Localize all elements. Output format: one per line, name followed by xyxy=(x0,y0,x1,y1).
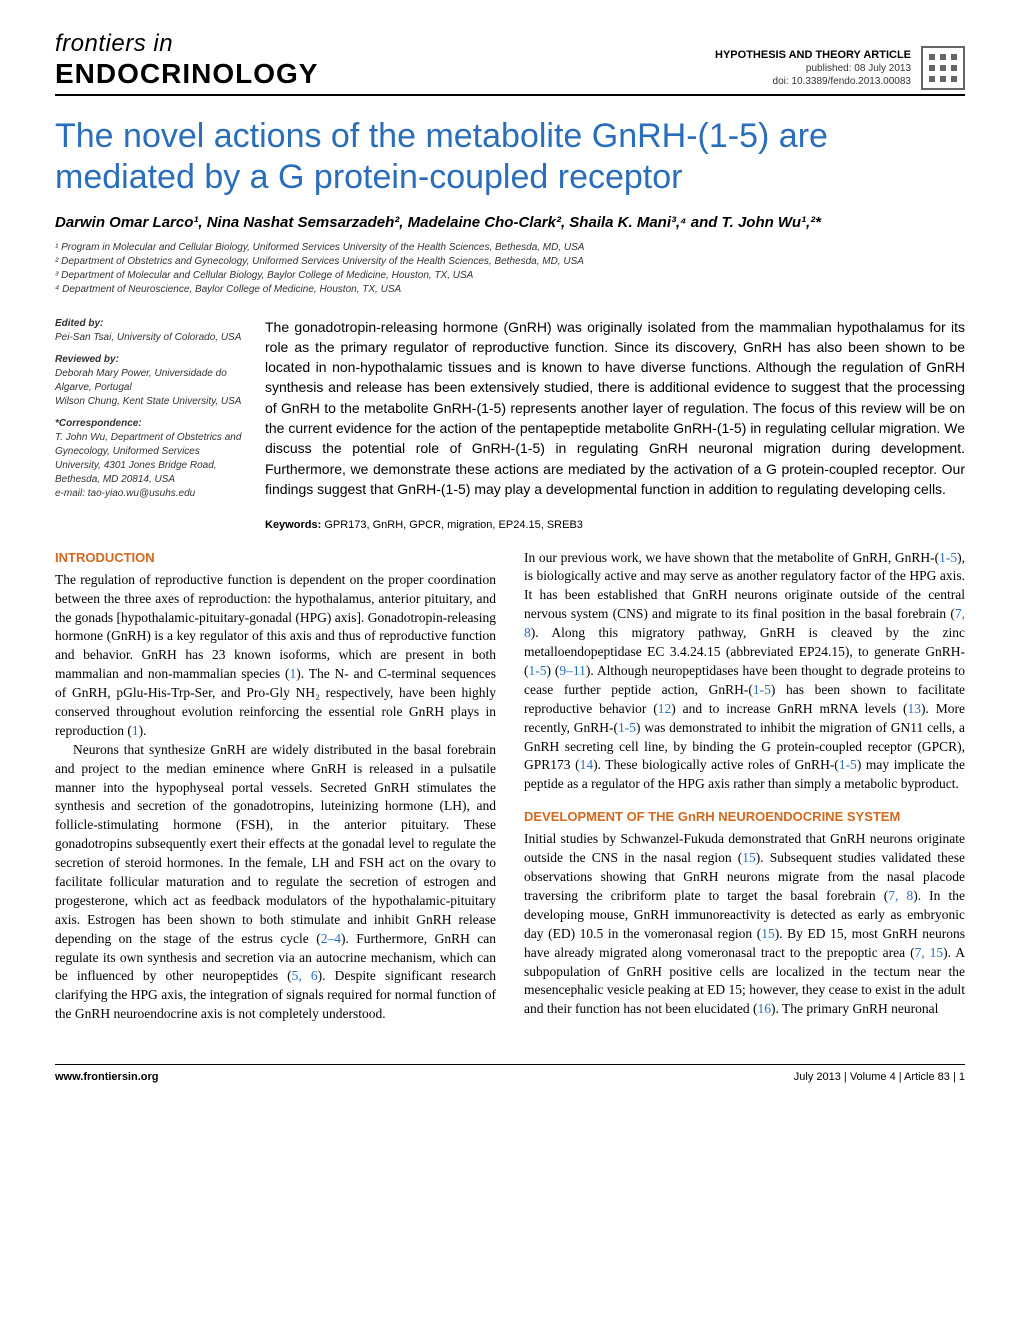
footer-citation: July 2013 | Volume 4 | Article 83 | 1 xyxy=(794,1071,965,1083)
column-right: In our previous work, we have shown that… xyxy=(524,549,965,1025)
paragraph: The regulation of reproductive function … xyxy=(55,571,496,741)
abstract-text: The gonadotropin-releasing hormone (GnRH… xyxy=(265,317,965,501)
body-columns: INTRODUCTION The regulation of reproduct… xyxy=(55,549,965,1025)
affiliation-2: ² Department of Obstetrics and Gynecolog… xyxy=(55,255,965,269)
published-date: published: 08 July 2013 xyxy=(715,62,911,75)
keywords-label: Keywords: xyxy=(265,519,321,531)
section-heading-development: DEVELOPMENT OF THE GnRH NEUROENDOCRINE S… xyxy=(524,808,965,826)
keywords-text: GPR173, GnRH, GPCR, migration, EP24.15, … xyxy=(324,519,583,531)
edited-by-label: Edited by: xyxy=(55,317,245,331)
section-heading-intro: INTRODUCTION xyxy=(55,549,496,567)
paragraph: Initial studies by Schwanzel-Fukuda demo… xyxy=(524,830,965,1019)
journal-brand: frontiers in ENDOCRINOLOGY xyxy=(55,30,318,90)
page-footer: www.frontiersin.org July 2013 | Volume 4… xyxy=(55,1064,965,1083)
reviewed-by-1: Deborah Mary Power, Universidade do Alga… xyxy=(55,367,245,395)
header-bar: frontiers in ENDOCRINOLOGY HYPOTHESIS AN… xyxy=(55,30,965,96)
paragraph: In our previous work, we have shown that… xyxy=(524,549,965,795)
abstract-section: Edited by: Pei-San Tsai, University of C… xyxy=(55,317,965,501)
reviewed-by-2: Wilson Chung, Kent State University, USA xyxy=(55,395,245,409)
paragraph: Neurons that synthesize GnRH are widely … xyxy=(55,741,496,1024)
journal-name-top: frontiers in xyxy=(55,30,318,58)
header-right: HYPOTHESIS AND THEORY ARTICLE published:… xyxy=(715,46,965,90)
correspondence-text: T. John Wu, Department of Obstetrics and… xyxy=(55,431,245,487)
authors: Darwin Omar Larco¹, Nina Nashat Semsarza… xyxy=(55,214,965,231)
correspondence-email: e-mail: tao-yiao.wu@usuhs.edu xyxy=(55,487,245,501)
affiliation-3: ³ Department of Molecular and Cellular B… xyxy=(55,269,965,283)
doi: doi: 10.3389/fendo.2013.00083 xyxy=(715,75,911,88)
footer-url: www.frontiersin.org xyxy=(55,1071,159,1083)
paper-page: frontiers in ENDOCRINOLOGY HYPOTHESIS AN… xyxy=(0,0,1020,1103)
affiliation-4: ⁴ Department of Neuroscience, Baylor Col… xyxy=(55,283,965,297)
affiliations: ¹ Program in Molecular and Cellular Biol… xyxy=(55,241,965,297)
column-left: INTRODUCTION The regulation of reproduct… xyxy=(55,549,496,1025)
reviewed-by-label: Reviewed by: xyxy=(55,353,245,367)
edited-by: Pei-San Tsai, University of Colorado, US… xyxy=(55,331,245,345)
journal-name-bottom: ENDOCRINOLOGY xyxy=(55,58,318,90)
keywords-line: Keywords: GPR173, GnRH, GPCR, migration,… xyxy=(265,519,965,531)
correspondence-label: *Correspondence: xyxy=(55,417,245,431)
article-meta: HYPOTHESIS AND THEORY ARTICLE published:… xyxy=(715,48,911,88)
affiliation-1: ¹ Program in Molecular and Cellular Biol… xyxy=(55,241,965,255)
article-type: HYPOTHESIS AND THEORY ARTICLE xyxy=(715,48,911,62)
frontiers-logo-icon xyxy=(921,46,965,90)
article-title: The novel actions of the metabolite GnRH… xyxy=(55,116,965,198)
editorial-sidebar: Edited by: Pei-San Tsai, University of C… xyxy=(55,317,245,501)
